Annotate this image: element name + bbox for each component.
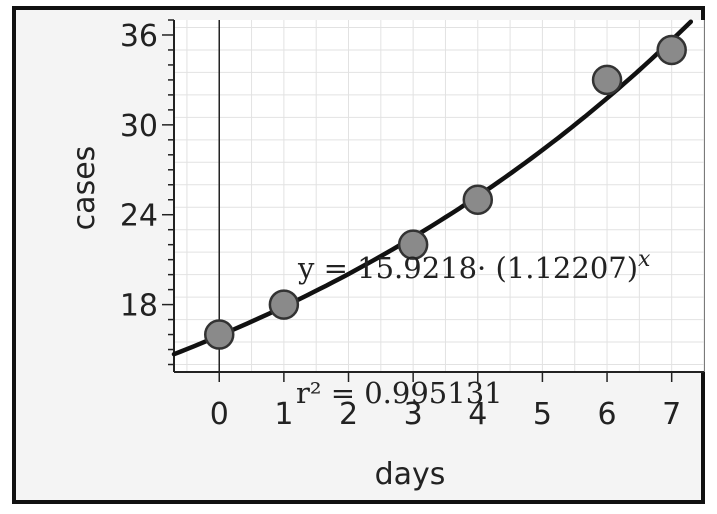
y-tick-labels: 18 24 30 36: [120, 19, 158, 324]
x-tick-label: 6: [598, 397, 617, 432]
x-axis-title: days: [375, 457, 446, 492]
chart-frame: 18 24 30 36 0 1 2 3 4 5 6 7 days cases y = 15.9218…: [12, 6, 705, 504]
data-point: [397, 229, 429, 260]
fit-equation: y = 15.9218· (1.12207)x: [297, 247, 651, 285]
y-tick-label: 24: [120, 199, 158, 234]
x-tick-label: 7: [662, 397, 681, 432]
x-tick-labels: 0 1 2 3 4 5 6 7: [210, 397, 682, 432]
y-axis-title: cases: [67, 146, 102, 231]
data-point: [656, 34, 687, 66]
fit-curve-path: [171, 19, 694, 357]
x-tick-label: 2: [339, 397, 358, 432]
scatter-plot: 18 24 30 36 0 1 2 3 4 5 6 7 days cases y = 15.9218…: [67, 19, 705, 492]
x-tick-label: 4: [468, 397, 487, 432]
x-tick-label: 0: [210, 397, 229, 432]
data-point: [268, 289, 300, 320]
data-point: [203, 319, 235, 350]
axes: [162, 19, 704, 382]
x-tick-label: 3: [404, 397, 423, 432]
data-point: [462, 184, 494, 215]
r-squared-label: r² = 0.995131: [296, 376, 503, 410]
x-tick-label: 1: [274, 397, 293, 432]
y-tick-label: 36: [120, 19, 158, 54]
y-tick-label: 18: [120, 289, 158, 324]
data-points: [203, 34, 687, 350]
fit-curve: [171, 19, 694, 357]
data-point: [591, 64, 623, 96]
y-tick-label: 30: [120, 109, 158, 144]
x-tick-label: 5: [533, 397, 552, 432]
